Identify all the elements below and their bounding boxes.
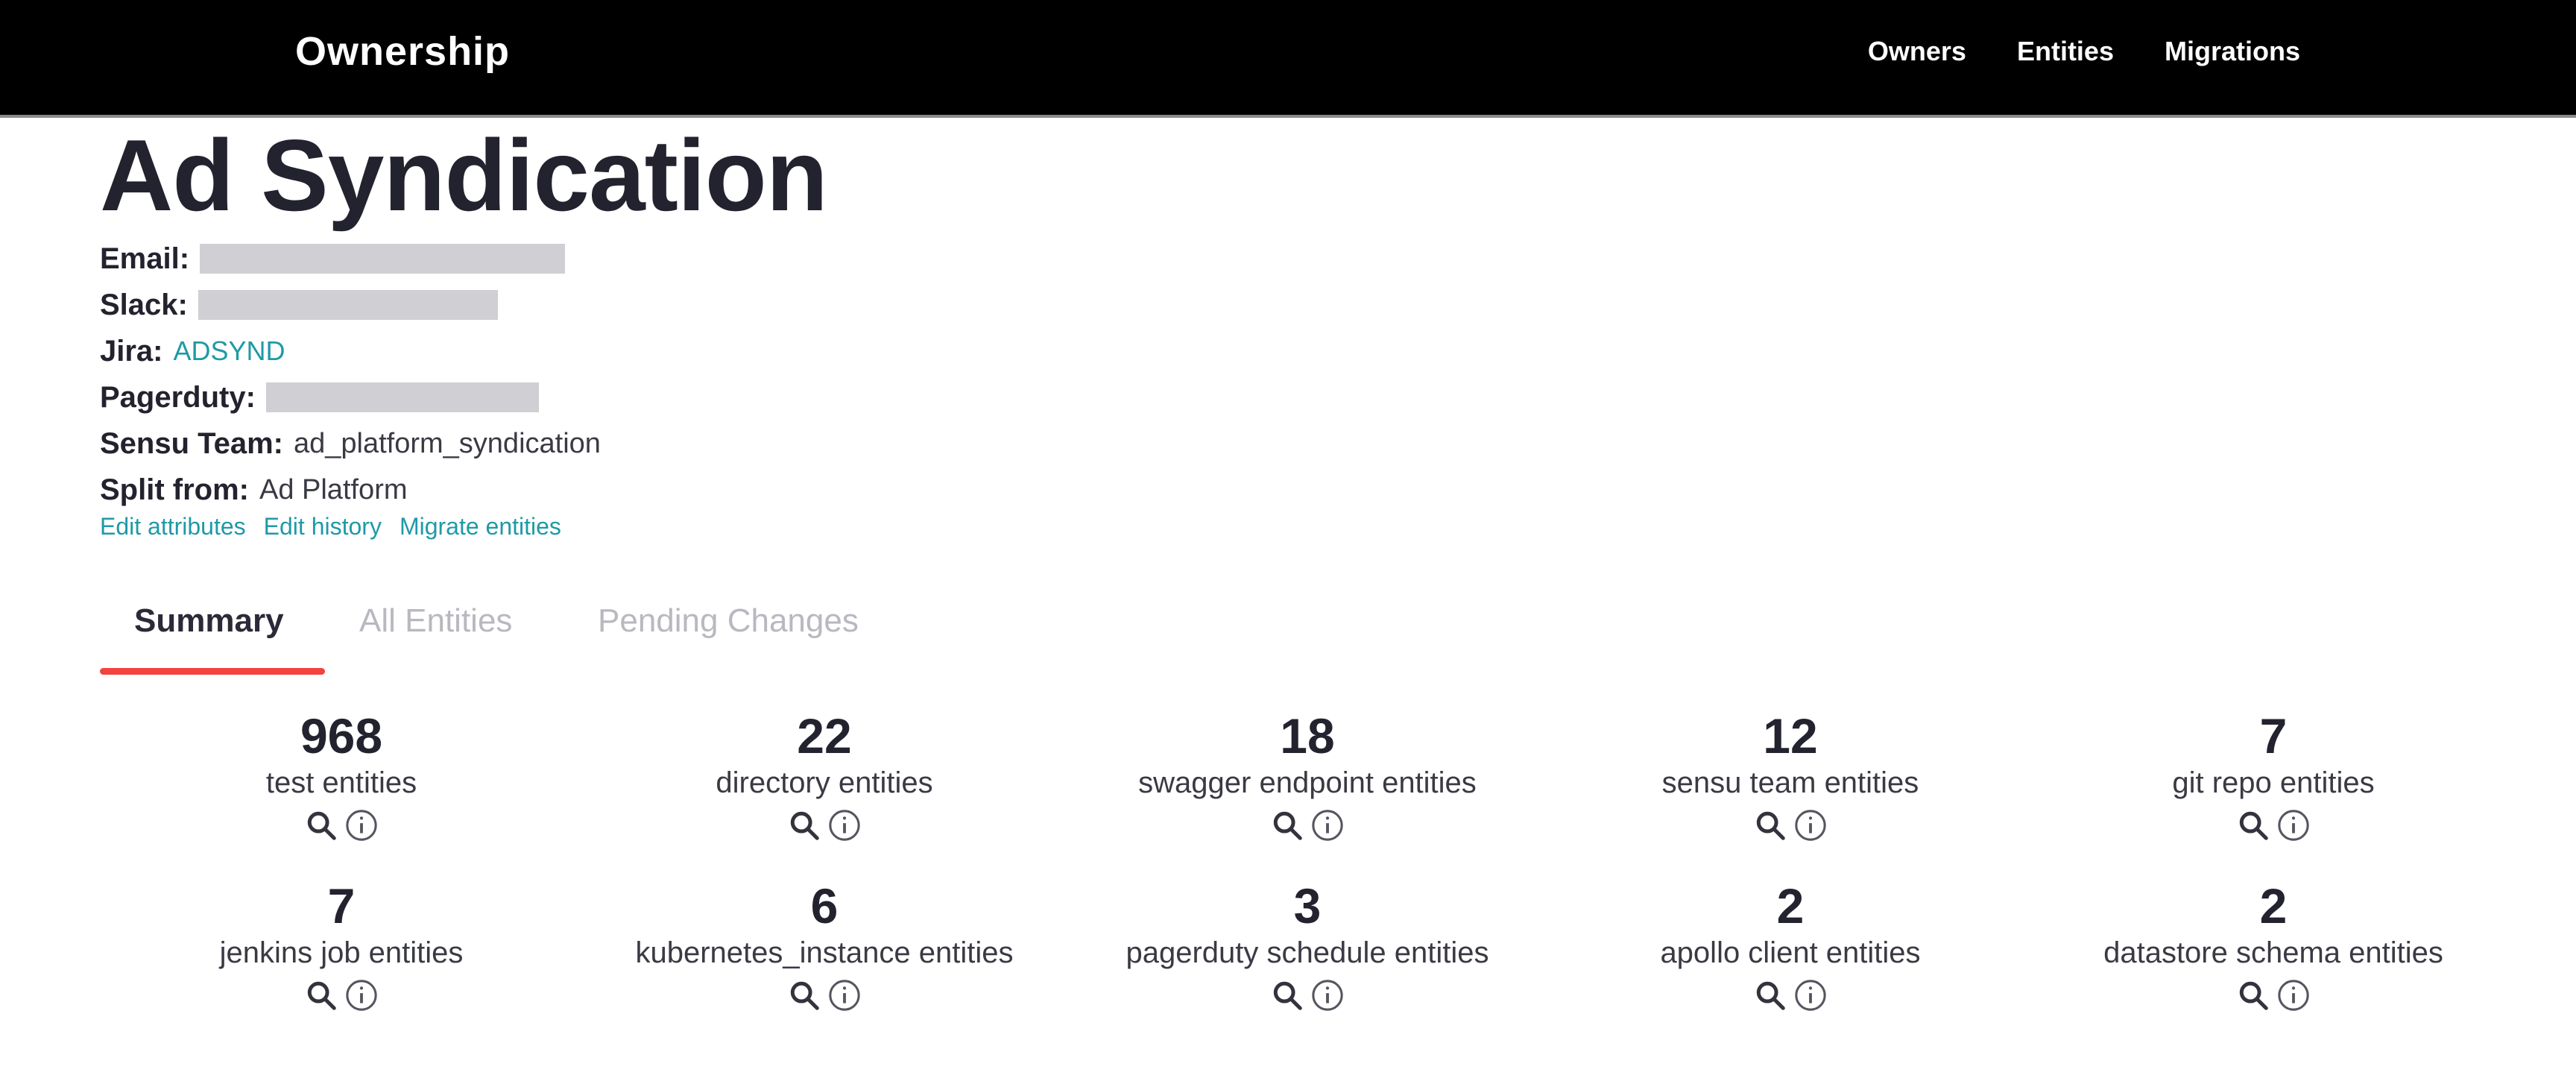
search-icon[interactable] bbox=[786, 977, 823, 1014]
entity-count: 3 bbox=[1293, 878, 1322, 933]
edit-history-link[interactable]: Edit history bbox=[263, 513, 382, 540]
tab-all-entities[interactable]: All Entities bbox=[359, 602, 513, 639]
info-icon[interactable] bbox=[826, 977, 863, 1014]
entity-stat-card: 12 sensu team entities bbox=[1549, 708, 2032, 845]
entity-stat-actions bbox=[2235, 805, 2312, 845]
migrate-entities-link[interactable]: Migrate entities bbox=[399, 513, 561, 540]
entity-summary-grid: 968 test entities 22 directory entities bbox=[100, 708, 2515, 1015]
owner-attributes: Email: Slack: Jira: ADSYND Pagerduty: Se… bbox=[100, 236, 601, 513]
entity-count: 7 bbox=[2259, 708, 2288, 763]
entity-stat-card: 3 pagerduty schedule entities bbox=[1066, 878, 1549, 1015]
entity-stat-card: 7 git repo entities bbox=[2032, 708, 2515, 845]
search-icon[interactable] bbox=[1752, 807, 1789, 844]
entity-type-label: git repo entities bbox=[2172, 766, 2375, 799]
entity-type-label: datastore schema entities bbox=[2103, 936, 2443, 969]
entity-count: 7 bbox=[327, 878, 356, 933]
attr-slack-label: Slack: bbox=[100, 288, 188, 321]
info-icon[interactable] bbox=[343, 977, 380, 1014]
entity-count: 12 bbox=[1763, 708, 1818, 763]
nav-link-entities[interactable]: Entities bbox=[2016, 36, 2114, 66]
entity-stat-actions bbox=[786, 805, 863, 845]
search-icon[interactable] bbox=[1269, 807, 1306, 844]
nav-divider bbox=[0, 115, 2576, 118]
entity-type-label: jenkins job entities bbox=[219, 936, 464, 969]
entity-type-label: apollo client entities bbox=[1660, 936, 1921, 969]
entity-type-label: kubernetes_instance entities bbox=[635, 936, 1014, 969]
attr-email: Email: bbox=[100, 236, 601, 282]
entity-stat-card: 6 kubernetes_instance entities bbox=[583, 878, 1066, 1015]
info-icon[interactable] bbox=[1792, 807, 1829, 844]
entity-count: 18 bbox=[1280, 708, 1335, 763]
app-brand[interactable]: Ownership bbox=[295, 29, 511, 74]
entity-type-label: swagger endpoint entities bbox=[1138, 766, 1477, 799]
attr-sensu-value: ad_platform_syndication bbox=[294, 427, 601, 459]
entity-count: 2 bbox=[1776, 878, 1805, 933]
entity-stat-actions bbox=[303, 805, 380, 845]
entity-stat-actions bbox=[2235, 975, 2312, 1015]
tab-summary[interactable]: Summary bbox=[134, 602, 284, 639]
entity-stat-actions bbox=[786, 975, 863, 1015]
edit-attributes-link[interactable]: Edit attributes bbox=[100, 513, 246, 540]
search-icon[interactable] bbox=[1752, 977, 1789, 1014]
attr-pagerduty-label: Pagerduty: bbox=[100, 380, 256, 414]
redacted-slack-value bbox=[198, 290, 498, 320]
entity-count: 22 bbox=[797, 708, 852, 763]
info-icon[interactable] bbox=[1792, 977, 1829, 1014]
entity-stat-actions bbox=[1269, 805, 1346, 845]
jira-project-link[interactable]: ADSYND bbox=[173, 335, 285, 366]
attr-jira-label: Jira: bbox=[100, 334, 163, 368]
search-icon[interactable] bbox=[2235, 807, 2272, 844]
search-icon[interactable] bbox=[303, 977, 340, 1014]
active-tab-indicator bbox=[100, 668, 325, 675]
tab-pending-changes[interactable]: Pending Changes bbox=[598, 602, 859, 639]
entity-stat-card: 18 swagger endpoint entities bbox=[1066, 708, 1549, 845]
entity-stat-card: 22 directory entities bbox=[583, 708, 1066, 845]
attr-split-from: Split from: Ad Platform bbox=[100, 467, 601, 513]
entity-stat-actions bbox=[1752, 975, 1829, 1015]
top-nav-bar: Ownership Owners Entities Migrations bbox=[0, 0, 2576, 115]
entity-count: 2 bbox=[2259, 878, 2288, 933]
redacted-pagerduty-value bbox=[265, 382, 539, 412]
entity-stat-card: 2 apollo client entities bbox=[1549, 878, 2032, 1015]
owner-actions: Edit attributes Edit history Migrate ent… bbox=[100, 513, 561, 541]
search-icon[interactable] bbox=[1269, 977, 1306, 1014]
search-icon[interactable] bbox=[786, 807, 823, 844]
info-icon[interactable] bbox=[2275, 807, 2312, 844]
attr-slack: Slack: bbox=[100, 282, 601, 328]
info-icon[interactable] bbox=[1309, 977, 1346, 1014]
entity-type-label: test entities bbox=[265, 766, 417, 799]
entity-type-label: pagerduty schedule entities bbox=[1126, 936, 1489, 969]
attr-split-value: Ad Platform bbox=[259, 473, 408, 505]
entity-count: 6 bbox=[810, 878, 839, 933]
entity-type-label: sensu team entities bbox=[1661, 766, 1919, 799]
attr-jira: Jira: ADSYND bbox=[100, 328, 601, 374]
redacted-email-value bbox=[200, 244, 566, 274]
nav-link-owners[interactable]: Owners bbox=[1867, 36, 1966, 66]
info-icon[interactable] bbox=[1309, 807, 1346, 844]
page-title: Ad Syndication bbox=[100, 119, 828, 232]
attr-pagerduty: Pagerduty: bbox=[100, 374, 601, 420]
entity-count: 968 bbox=[300, 708, 383, 763]
attr-sensu-label: Sensu Team: bbox=[100, 426, 283, 460]
attr-split-label: Split from: bbox=[100, 473, 249, 506]
entity-stat-actions bbox=[1269, 975, 1346, 1015]
entity-stat-actions bbox=[303, 975, 380, 1015]
info-icon[interactable] bbox=[343, 807, 380, 844]
search-icon[interactable] bbox=[2235, 977, 2272, 1014]
info-icon[interactable] bbox=[2275, 977, 2312, 1014]
nav-link-migrations[interactable]: Migrations bbox=[2164, 36, 2300, 66]
entity-stat-card: 7 jenkins job entities bbox=[100, 878, 583, 1015]
entity-stat-card: 968 test entities bbox=[100, 708, 583, 845]
entity-stat-card: 2 datastore schema entities bbox=[2032, 878, 2515, 1015]
tab-bar: Summary All Entities Pending Changes bbox=[100, 582, 1069, 678]
info-icon[interactable] bbox=[826, 807, 863, 844]
entity-stat-actions bbox=[1752, 805, 1829, 845]
nav-links: Owners Entities Migrations bbox=[1868, 36, 2300, 67]
attr-sensu-team: Sensu Team: ad_platform_syndication bbox=[100, 420, 601, 467]
entity-type-label: directory entities bbox=[716, 766, 933, 799]
search-icon[interactable] bbox=[303, 807, 340, 844]
attr-email-label: Email: bbox=[100, 242, 190, 275]
